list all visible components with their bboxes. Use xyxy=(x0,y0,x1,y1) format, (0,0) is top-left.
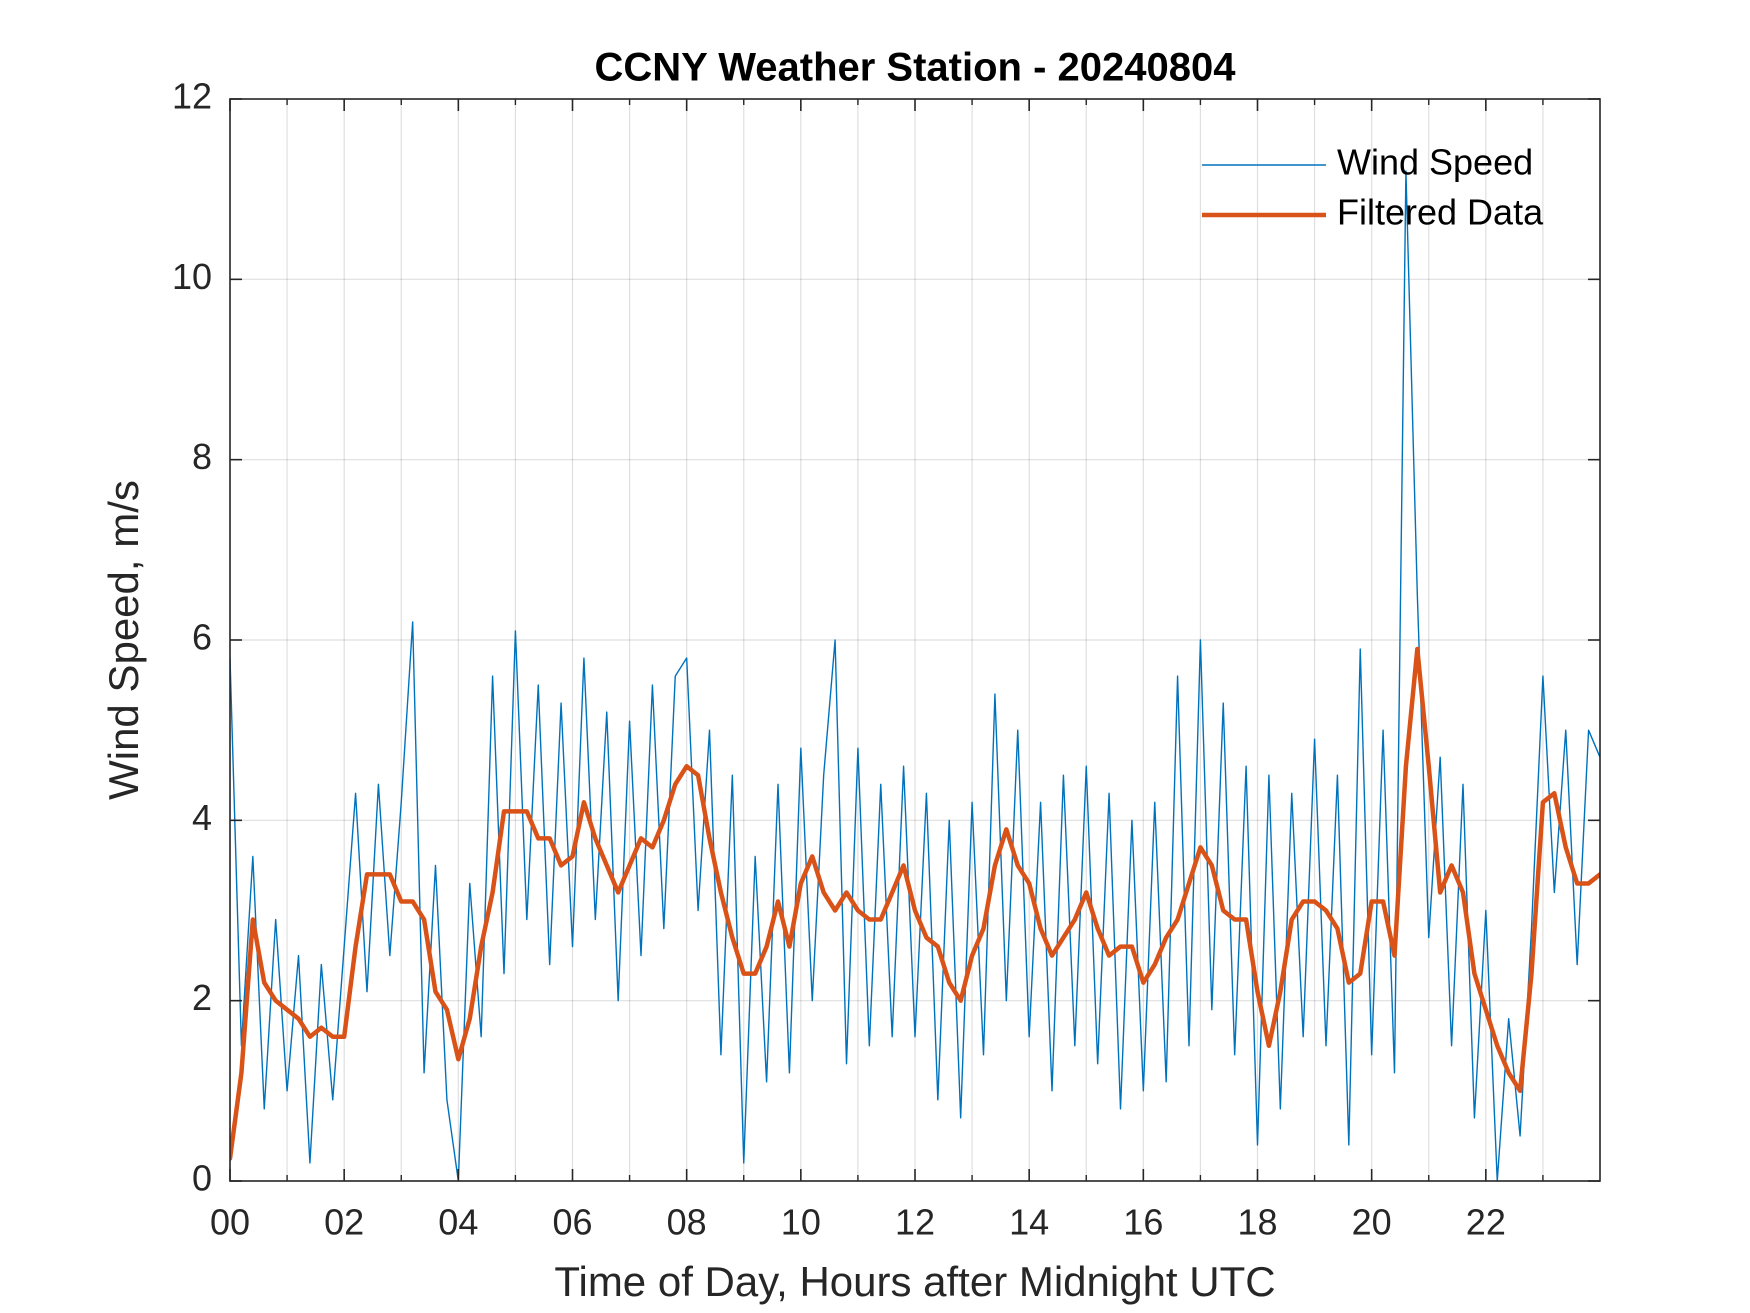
y-tick-label: 6 xyxy=(192,617,212,658)
y-tick-label: 2 xyxy=(192,977,212,1018)
x-tick-label: 02 xyxy=(324,1202,364,1243)
x-tick-label: 10 xyxy=(781,1202,821,1243)
x-tick-label: 12 xyxy=(895,1202,935,1243)
y-tick-label: 0 xyxy=(192,1158,212,1199)
x-axis-label: Time of Day, Hours after Midnight UTC xyxy=(554,1258,1275,1305)
x-tick-label: 22 xyxy=(1466,1202,1506,1243)
y-tick-label: 8 xyxy=(192,436,212,477)
data-line xyxy=(230,170,1600,1181)
x-tick-label: 00 xyxy=(210,1202,250,1243)
chart-title: CCNY Weather Station - 20240804 xyxy=(595,46,1237,90)
x-tick-label: 16 xyxy=(1123,1202,1163,1243)
y-tick-label: 12 xyxy=(172,76,212,117)
x-tick-label: 20 xyxy=(1352,1202,1392,1243)
x-tick-label: 04 xyxy=(438,1202,478,1243)
legend-label: Wind Speed xyxy=(1337,142,1533,183)
y-tick-label: 10 xyxy=(172,256,212,297)
x-tick-label: 14 xyxy=(1009,1202,1049,1243)
y-tick-label: 4 xyxy=(192,797,212,838)
x-tick-label: 06 xyxy=(552,1202,592,1243)
x-tick-label: 08 xyxy=(667,1202,707,1243)
data-line xyxy=(230,646,1600,1161)
x-tick-label: 18 xyxy=(1237,1202,1277,1243)
y-axis-label: Wind Speed, m/s xyxy=(100,480,147,800)
legend-label: Filtered Data xyxy=(1337,192,1544,233)
